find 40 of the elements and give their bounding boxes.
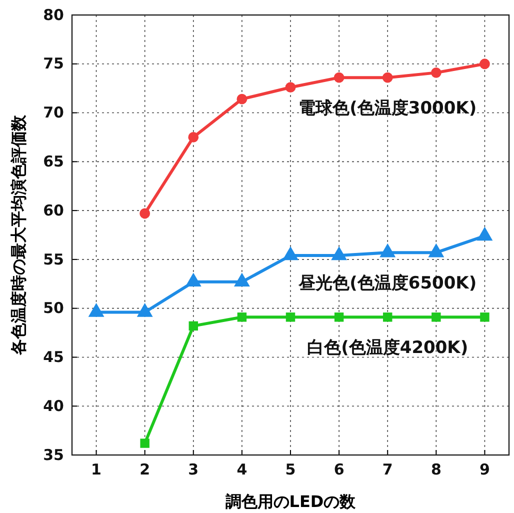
point [188, 321, 198, 331]
point [432, 312, 441, 322]
y-axis-title: 各色温度時の最大平均演色評価数 [9, 114, 28, 356]
x-tick-label: 5 [285, 460, 296, 479]
x-tick-label: 6 [334, 460, 344, 479]
x-tick-label: 2 [140, 460, 150, 479]
point [430, 67, 442, 78]
series-label: 昼光色(色温度6500K) [298, 274, 477, 294]
y-tick-label: 70 [43, 104, 64, 122]
y-tick-label: 60 [43, 201, 64, 220]
x-tick-label: 4 [236, 460, 248, 479]
x-tick-label: 9 [480, 460, 490, 479]
point [286, 312, 296, 322]
x-axis-title: 調色用のLEDの数 [225, 492, 357, 511]
point [334, 72, 344, 83]
y-tick-label: 55 [43, 250, 64, 268]
series-label: 白色(色温度4200K) [307, 338, 468, 358]
point [285, 82, 296, 93]
point [382, 72, 393, 83]
x-tick-label: 3 [188, 460, 199, 479]
x-tick-label: 8 [430, 460, 442, 479]
point [236, 94, 248, 104]
point [383, 312, 392, 322]
x-tick-label: 7 [382, 460, 393, 479]
point [480, 58, 490, 70]
x-tick-label: 1 [91, 460, 102, 479]
point [480, 312, 490, 322]
y-tick-label: 80 [43, 6, 64, 24]
y-tick-label: 50 [43, 299, 64, 318]
point [334, 312, 344, 322]
y-tick-label: 65 [43, 152, 64, 170]
point [237, 312, 247, 322]
y-tick-label: 35 [43, 446, 64, 464]
point [140, 208, 150, 219]
series-label: 電球色(色温度3000K) [298, 98, 477, 119]
y-tick-label: 40 [43, 396, 64, 415]
point [140, 438, 150, 448]
point [188, 132, 199, 142]
y-tick-label: 75 [43, 54, 64, 73]
y-tick-label: 45 [43, 348, 64, 366]
